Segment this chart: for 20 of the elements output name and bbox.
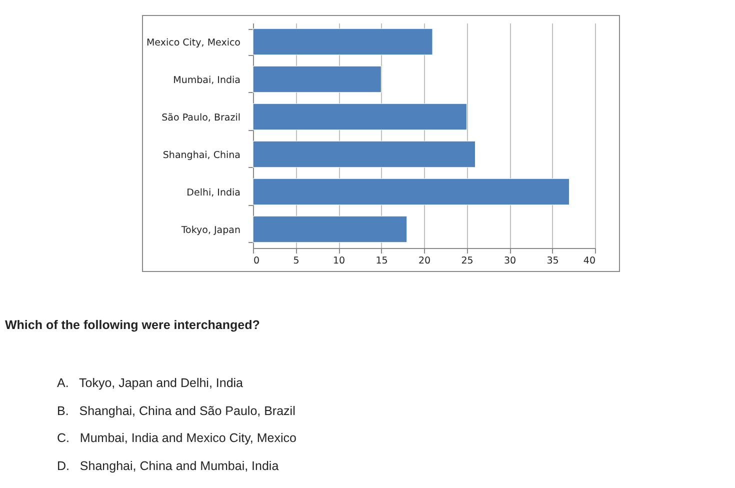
text: B. Shanghai, China and São Paulo, Brazil [57,404,296,420]
text: D. Shanghai, China and Mumbai, India [57,459,280,476]
x-tick-label: 20 [418,256,431,266]
y-tick-label: Shanghai, China [162,150,240,161]
x-tick-label: 15 [376,256,388,266]
y-tick-label: São Paulo, Brazil [162,112,240,124]
x-tick-label: 35 [546,256,559,266]
y-tick-label: Mumbai, India [173,74,240,86]
x-tick-label: 0 [254,256,260,266]
y-tick-label: Mexico City, Mexico [146,37,241,48]
x-tick-label: 25 [461,256,474,266]
y-tick-label: Delhi, India [186,187,240,198]
x-tick-label: 40 [583,256,596,266]
text: Which of the following were interchanged? [5,318,261,332]
y-tick-label: Tokyo, Japan [180,224,240,236]
x-tick-label: 10 [332,256,346,266]
x-tick-label: 5 [293,256,300,266]
text: C. Mumbai, India and Mexico City, Mexico [57,431,296,448]
text: A. Tokyo, Japan and Delhi, India [57,376,244,392]
x-tick-label: 30 [504,256,516,266]
